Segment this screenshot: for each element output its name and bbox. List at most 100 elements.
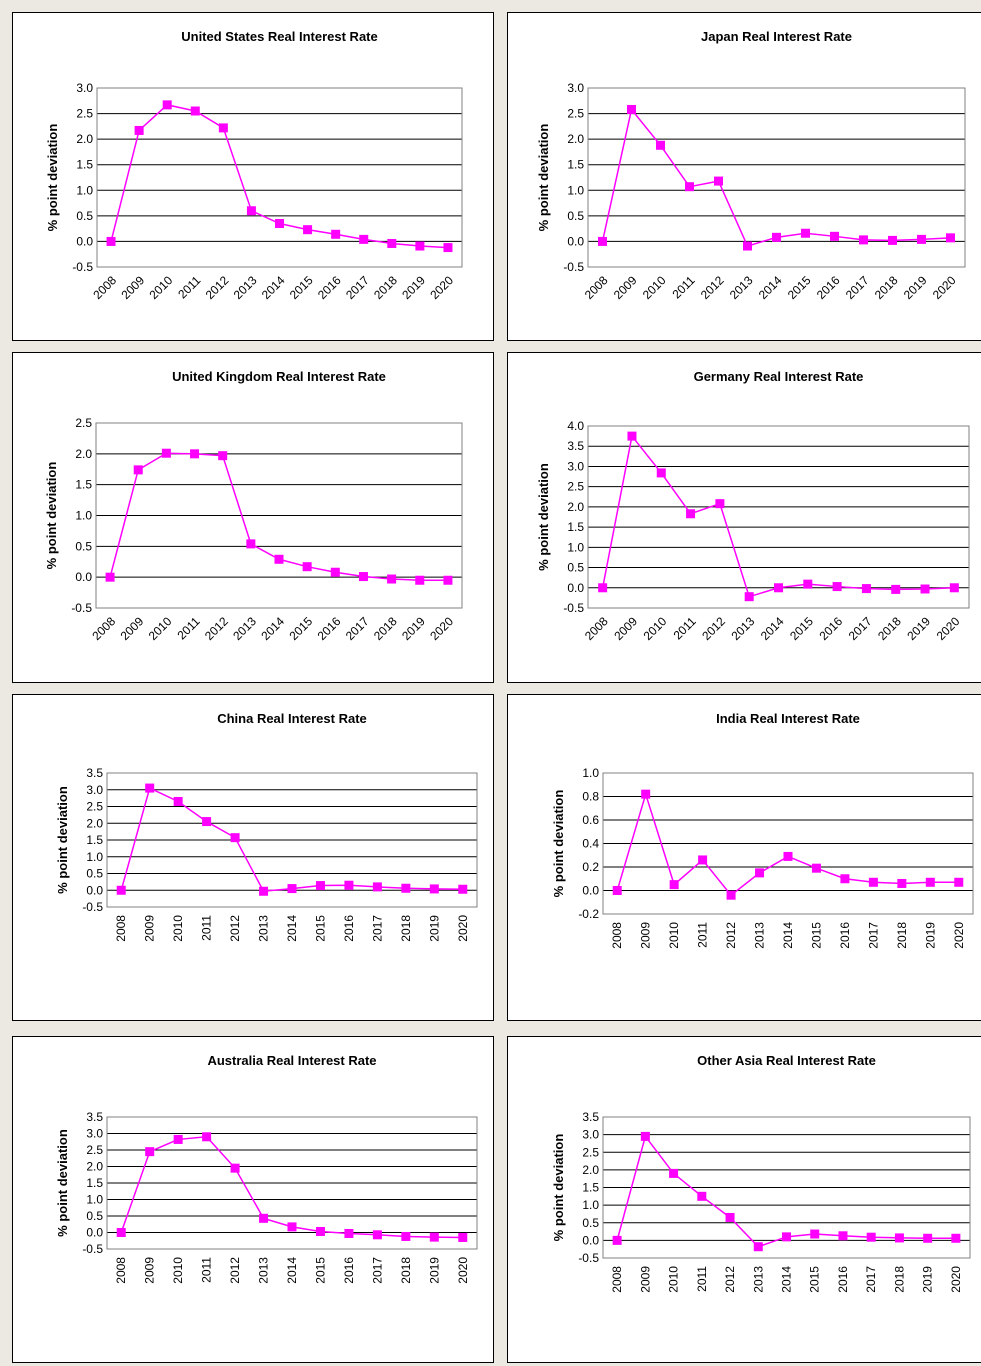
data-marker bbox=[202, 817, 212, 827]
y-axis-label: % point deviation bbox=[551, 1134, 566, 1242]
data-marker bbox=[134, 125, 144, 135]
y-tick-label: 0.5 bbox=[567, 209, 584, 223]
y-tick-label: 0.6 bbox=[582, 813, 599, 827]
data-marker bbox=[866, 1232, 876, 1242]
x-tick-label: 2015 bbox=[808, 1266, 822, 1293]
x-tick-label: 2008 bbox=[610, 922, 624, 949]
data-marker bbox=[861, 584, 871, 594]
data-marker bbox=[230, 833, 240, 843]
x-tick-label: 2009 bbox=[143, 915, 157, 942]
chart-panel: India Real Interest Rate % point deviatio… bbox=[507, 694, 981, 1021]
x-tick-label: 2008 bbox=[114, 915, 128, 942]
y-tick-label: -0.5 bbox=[563, 260, 584, 274]
x-tick-label: 2017 bbox=[370, 1257, 384, 1284]
x-tick-label: 2020 bbox=[456, 915, 470, 942]
y-tick-label: 0.0 bbox=[567, 581, 584, 595]
data-marker bbox=[755, 868, 765, 878]
data-marker bbox=[330, 567, 340, 577]
data-marker bbox=[287, 884, 297, 894]
y-tick-label: 1.0 bbox=[582, 766, 599, 780]
data-marker bbox=[656, 140, 665, 150]
x-tick-label: 2008 bbox=[610, 1266, 624, 1293]
y-tick-label: 1.0 bbox=[567, 540, 584, 554]
chart-title: Australia Real Interest Rate bbox=[207, 1053, 376, 1068]
data-marker bbox=[387, 574, 397, 584]
y-tick-label: 2.0 bbox=[567, 132, 584, 146]
data-marker bbox=[133, 465, 143, 475]
x-tick-label: 2010 bbox=[667, 922, 681, 949]
data-marker bbox=[372, 1230, 382, 1240]
x-tick-label: 2011 bbox=[696, 922, 710, 948]
y-tick-label: 3.0 bbox=[567, 81, 584, 95]
data-marker bbox=[246, 539, 256, 549]
data-marker bbox=[429, 1232, 439, 1242]
chart-panel: Japan Real Interest Rate % point deviatio… bbox=[507, 12, 981, 341]
x-tick-label: 2014 bbox=[781, 922, 795, 949]
chart-title: Japan Real Interest Rate bbox=[701, 29, 852, 44]
data-marker bbox=[401, 883, 411, 893]
data-marker bbox=[275, 219, 284, 229]
data-marker bbox=[358, 572, 368, 582]
data-marker bbox=[246, 206, 256, 216]
y-axis-label: % point deviation bbox=[55, 1129, 70, 1237]
y-tick-label: 0.5 bbox=[75, 539, 92, 553]
x-tick-label: 2020 bbox=[456, 1257, 470, 1284]
y-tick-label: 2.0 bbox=[86, 816, 103, 830]
data-marker bbox=[840, 874, 850, 884]
x-tick-label: 2016 bbox=[836, 1266, 850, 1293]
chart-title: Germany Real Interest Rate bbox=[694, 369, 864, 384]
y-tick-label: 0.0 bbox=[582, 1233, 599, 1247]
y-tick-label: 0.5 bbox=[567, 561, 584, 575]
x-tick-label: 2013 bbox=[751, 1266, 765, 1293]
data-marker bbox=[315, 1227, 325, 1237]
plot-frame bbox=[106, 1116, 478, 1250]
data-marker bbox=[415, 575, 425, 585]
data-marker bbox=[627, 104, 636, 114]
x-tick-label: 2018 bbox=[892, 1266, 906, 1293]
y-tick-label: 0.0 bbox=[76, 234, 93, 248]
chart-panel: China Real Interest Rate % point deviatio… bbox=[12, 694, 494, 1021]
data-marker bbox=[303, 225, 313, 235]
x-tick-label: 2009 bbox=[143, 1257, 157, 1284]
data-marker bbox=[145, 783, 155, 793]
data-marker bbox=[387, 238, 397, 248]
data-marker bbox=[161, 448, 171, 458]
data-marker bbox=[832, 582, 842, 592]
data-marker bbox=[190, 449, 200, 459]
x-tick-label: 2009 bbox=[638, 1266, 652, 1293]
data-marker bbox=[344, 1228, 354, 1238]
data-marker bbox=[612, 1235, 622, 1245]
data-marker bbox=[714, 176, 723, 186]
x-tick-label: 2010 bbox=[171, 1257, 185, 1284]
y-tick-label: 0.0 bbox=[86, 1226, 103, 1240]
y-tick-label: 1.0 bbox=[86, 850, 103, 864]
chart-panel: United Kingdom Real Interest Rate % point… bbox=[12, 352, 494, 683]
data-marker bbox=[641, 789, 651, 799]
data-marker bbox=[686, 509, 696, 519]
y-tick-label: 3.0 bbox=[582, 1128, 599, 1142]
x-tick-label: 2019 bbox=[923, 922, 937, 949]
data-marker bbox=[891, 584, 901, 594]
x-tick-label: 2016 bbox=[838, 922, 852, 949]
data-marker bbox=[744, 592, 754, 602]
x-tick-label: 2008 bbox=[114, 1257, 128, 1284]
y-tick-label: 1.0 bbox=[86, 1193, 103, 1207]
y-tick-label: 0.5 bbox=[86, 1209, 103, 1223]
data-marker bbox=[925, 877, 935, 887]
y-tick-label: 1.0 bbox=[582, 1198, 599, 1212]
plot-frame bbox=[95, 422, 463, 609]
panel-frame bbox=[12, 694, 494, 1021]
data-marker bbox=[894, 1233, 904, 1243]
data-marker bbox=[443, 575, 453, 585]
data-marker bbox=[640, 1131, 650, 1141]
x-tick-label: 2018 bbox=[399, 915, 413, 942]
data-marker bbox=[715, 499, 725, 509]
data-marker bbox=[838, 1231, 848, 1241]
data-marker bbox=[954, 877, 964, 887]
panel-frame bbox=[12, 12, 494, 341]
data-marker bbox=[331, 229, 341, 239]
data-marker bbox=[105, 572, 115, 582]
data-marker bbox=[287, 1222, 297, 1232]
data-marker bbox=[106, 236, 116, 246]
